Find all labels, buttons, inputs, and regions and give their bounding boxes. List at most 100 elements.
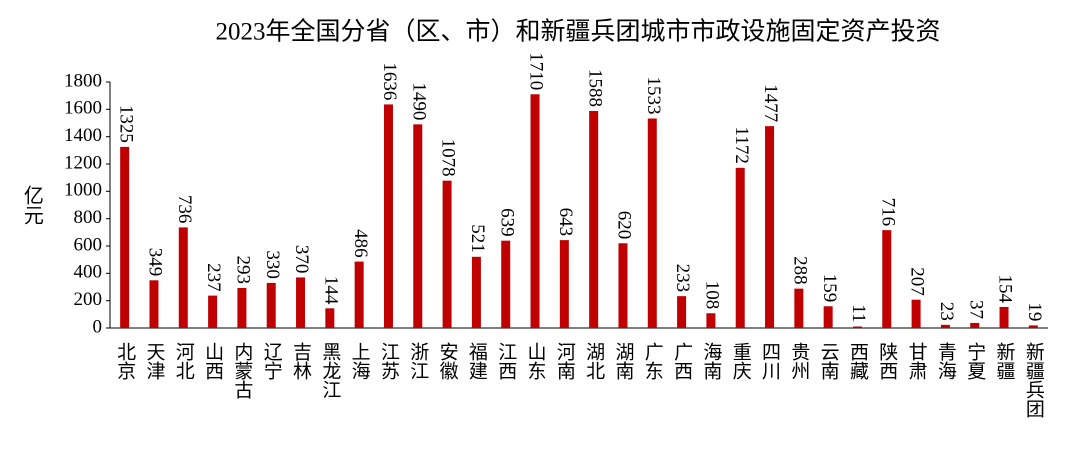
data-label: 1490 — [408, 82, 429, 120]
x-tick-label: 山东 — [525, 342, 546, 380]
y-tick-label: 800 — [74, 207, 103, 228]
x-tick-label: 山西 — [202, 342, 223, 380]
data-label: 1325 — [115, 105, 136, 143]
data-label: 716 — [877, 198, 898, 227]
x-tick-label: 新疆兵团 — [1023, 342, 1045, 418]
x-tick-label: 辽宁 — [261, 342, 283, 380]
x-tick-label: 浙江 — [407, 342, 429, 380]
x-tick-label: 陕西 — [876, 342, 897, 380]
y-tick-label: 1200 — [64, 152, 102, 173]
data-label: 1533 — [643, 76, 664, 114]
bar — [208, 295, 218, 328]
data-label: 486 — [350, 229, 371, 258]
y-tick-label: 0 — [93, 316, 103, 337]
bar — [940, 324, 950, 328]
data-label: 23 — [936, 302, 957, 321]
bar — [706, 313, 716, 328]
data-label: 521 — [467, 224, 488, 253]
x-tick-label: 内蒙古 — [231, 342, 252, 399]
y-tick-label: 1800 — [64, 70, 102, 91]
y-tick-label: 600 — [74, 234, 103, 255]
bar — [296, 277, 306, 328]
bar — [120, 146, 130, 328]
data-label: 207 — [907, 267, 928, 296]
x-tick-label: 河南 — [554, 342, 576, 380]
x-tick-label: 江西 — [495, 342, 517, 380]
data-label: 1636 — [379, 62, 400, 100]
bar — [559, 240, 569, 328]
x-tick-label: 湖北 — [583, 342, 605, 380]
data-label: 19 — [1024, 302, 1045, 321]
data-label: 349 — [145, 248, 166, 277]
bar — [413, 124, 423, 328]
data-label: 1172 — [731, 127, 752, 164]
bar — [794, 288, 804, 328]
x-tick-label: 海南 — [700, 342, 722, 380]
bar — [765, 126, 775, 328]
bar — [266, 282, 276, 328]
x-tick-label: 上海 — [349, 342, 371, 380]
x-tick-label: 广西 — [671, 342, 693, 380]
x-tick-label: 北京 — [114, 342, 136, 381]
x-tick-label: 天津 — [143, 342, 165, 380]
bar — [735, 167, 745, 328]
x-tick-label: 新疆 — [994, 342, 1016, 380]
bar — [325, 308, 335, 328]
x-tick-label: 河北 — [173, 342, 195, 380]
bar — [618, 243, 628, 328]
bar — [237, 287, 247, 328]
chart-title: 2023年全国分省（区、市）和新疆兵团城市市政设施固定资产投资 — [215, 18, 940, 46]
y-tick-label: 200 — [74, 289, 103, 310]
data-label: 1710 — [526, 52, 547, 90]
y-tick-label: 1000 — [64, 180, 102, 201]
data-label: 233 — [672, 264, 693, 293]
bar — [852, 326, 862, 328]
data-label: 370 — [291, 245, 312, 274]
bar — [149, 280, 159, 328]
x-tick-label: 宁夏 — [964, 342, 986, 380]
data-label: 237 — [203, 263, 224, 292]
bar — [530, 94, 540, 328]
data-label: 144 — [320, 276, 341, 305]
bar — [501, 240, 511, 328]
bar — [647, 118, 657, 329]
x-tick-label: 福建 — [466, 342, 488, 380]
bar — [589, 110, 599, 329]
data-label: 639 — [496, 208, 517, 237]
data-label: 643 — [555, 208, 576, 237]
bar — [383, 104, 393, 328]
y-axis-label: 亿元 — [20, 185, 43, 225]
x-tick-label: 安徽 — [437, 342, 459, 380]
data-label: 736 — [174, 195, 195, 224]
data-label: 1588 — [584, 69, 605, 107]
x-tick-label: 湖南 — [612, 342, 634, 380]
y-tick-label: 1400 — [64, 125, 102, 146]
data-label: 288 — [789, 256, 810, 285]
x-tick-label: 贵州 — [788, 342, 810, 380]
bar — [354, 261, 364, 328]
data-label: 154 — [995, 274, 1016, 303]
x-tick-label: 甘肃 — [906, 342, 928, 380]
bar — [823, 306, 833, 328]
bar — [911, 299, 921, 328]
bar — [882, 230, 892, 328]
y-tick-label: 400 — [74, 262, 103, 283]
x-tick-label: 江苏 — [378, 342, 400, 380]
y-tick-label: 1600 — [64, 98, 102, 119]
bar — [178, 227, 188, 328]
data-label: 1477 — [760, 84, 781, 122]
data-label: 159 — [819, 274, 840, 303]
data-label: 37 — [965, 300, 986, 319]
bar — [999, 306, 1009, 328]
bar — [1028, 325, 1038, 328]
x-tick-label: 四川 — [759, 342, 781, 380]
x-tick-label: 西藏 — [847, 342, 869, 381]
x-tick-label: 黑龙江 — [319, 342, 341, 399]
x-tick-label: 重庆 — [730, 342, 752, 380]
x-tick-label: 云南 — [818, 342, 839, 380]
data-label: 108 — [702, 281, 723, 310]
x-tick-label: 青海 — [935, 342, 957, 380]
data-label: 11 — [848, 304, 869, 322]
data-label: 330 — [262, 250, 283, 279]
data-label: 620 — [614, 211, 635, 240]
